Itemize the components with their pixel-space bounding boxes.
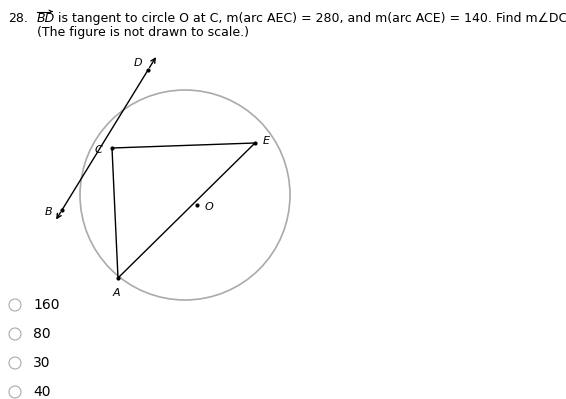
Text: is tangent to circle O at C, m(arc AEC) = 280, and m(arc ACE) = 140. Find m∠DCE.: is tangent to circle O at C, m(arc AEC) … xyxy=(54,12,566,25)
Text: D: D xyxy=(134,58,142,68)
Text: 80: 80 xyxy=(33,327,50,341)
Text: E: E xyxy=(263,136,270,146)
Text: B: B xyxy=(44,207,52,217)
Text: (The figure is not drawn to scale.): (The figure is not drawn to scale.) xyxy=(37,26,249,39)
Text: BD: BD xyxy=(37,12,55,25)
Text: 30: 30 xyxy=(33,356,50,370)
Text: 28.: 28. xyxy=(8,12,28,25)
Text: C: C xyxy=(95,145,102,155)
Text: 40: 40 xyxy=(33,385,50,399)
Text: A: A xyxy=(112,288,120,298)
Text: O: O xyxy=(205,202,214,212)
Text: 160: 160 xyxy=(33,298,59,312)
